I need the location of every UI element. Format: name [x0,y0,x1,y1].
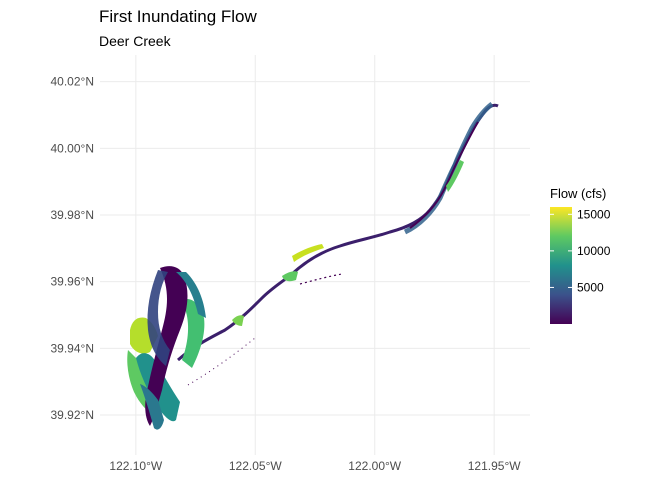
flood-patch-left-bank [232,315,244,326]
x-tick-label: 122.00°W [348,459,402,473]
floodplain-dark-west [147,270,170,366]
y-tick-label: 39.92°N [51,408,95,422]
river-channel-upper-side [403,102,494,235]
x-tick-label: 122.05°W [229,459,283,473]
y-tick-label: 39.94°N [51,341,95,355]
river-channel-lower [177,103,499,362]
gridlines [100,55,530,455]
side-channel [299,273,343,285]
flood-patch-mid-green [282,271,298,282]
y-axis: 39.92°N 39.94°N 39.96°N 39.98°N 40.00°N 40.02… [51,75,95,422]
floodplain-north-fan [176,272,206,318]
legend: Flow (cfs) 5000 10000 15000 [550,186,611,324]
legend-title: Flow (cfs) [550,186,606,201]
legend-tick-label: 10000 [577,244,611,258]
chart-title: First Inundating Flow [99,7,257,26]
x-axis: 122.10°W 122.05°W 122.00°W 121.95°W [109,459,521,473]
inundation-map [127,102,499,430]
flood-patch-upper-yellow [292,244,324,262]
legend-tick-label: 15000 [577,207,611,221]
x-tick-label: 122.10°W [109,459,163,473]
chart-subtitle: Deer Creek [99,33,171,49]
flood-patch-upper-green [446,160,464,192]
legend-colorbar [550,207,572,324]
floodplain-east-green [182,298,205,368]
river-channel-upper-dark [409,121,479,229]
legend-tick-label: 5000 [577,280,604,294]
x-tick-label: 121.95°W [468,459,522,473]
y-tick-label: 40.00°N [51,141,95,155]
y-tick-label: 39.96°N [51,275,95,289]
floodplain-south [140,384,164,430]
y-tick-label: 40.02°N [51,75,95,89]
y-tick-label: 39.98°N [51,208,95,222]
legend-ticks: 5000 10000 15000 [550,207,611,294]
